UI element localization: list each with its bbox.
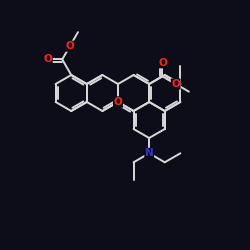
Text: O: O bbox=[171, 79, 180, 89]
Text: O: O bbox=[114, 97, 122, 107]
Text: O: O bbox=[66, 41, 74, 51]
Text: O: O bbox=[44, 54, 52, 64]
Text: O: O bbox=[158, 58, 167, 68]
Text: O: O bbox=[114, 97, 122, 107]
Text: N: N bbox=[145, 148, 154, 158]
